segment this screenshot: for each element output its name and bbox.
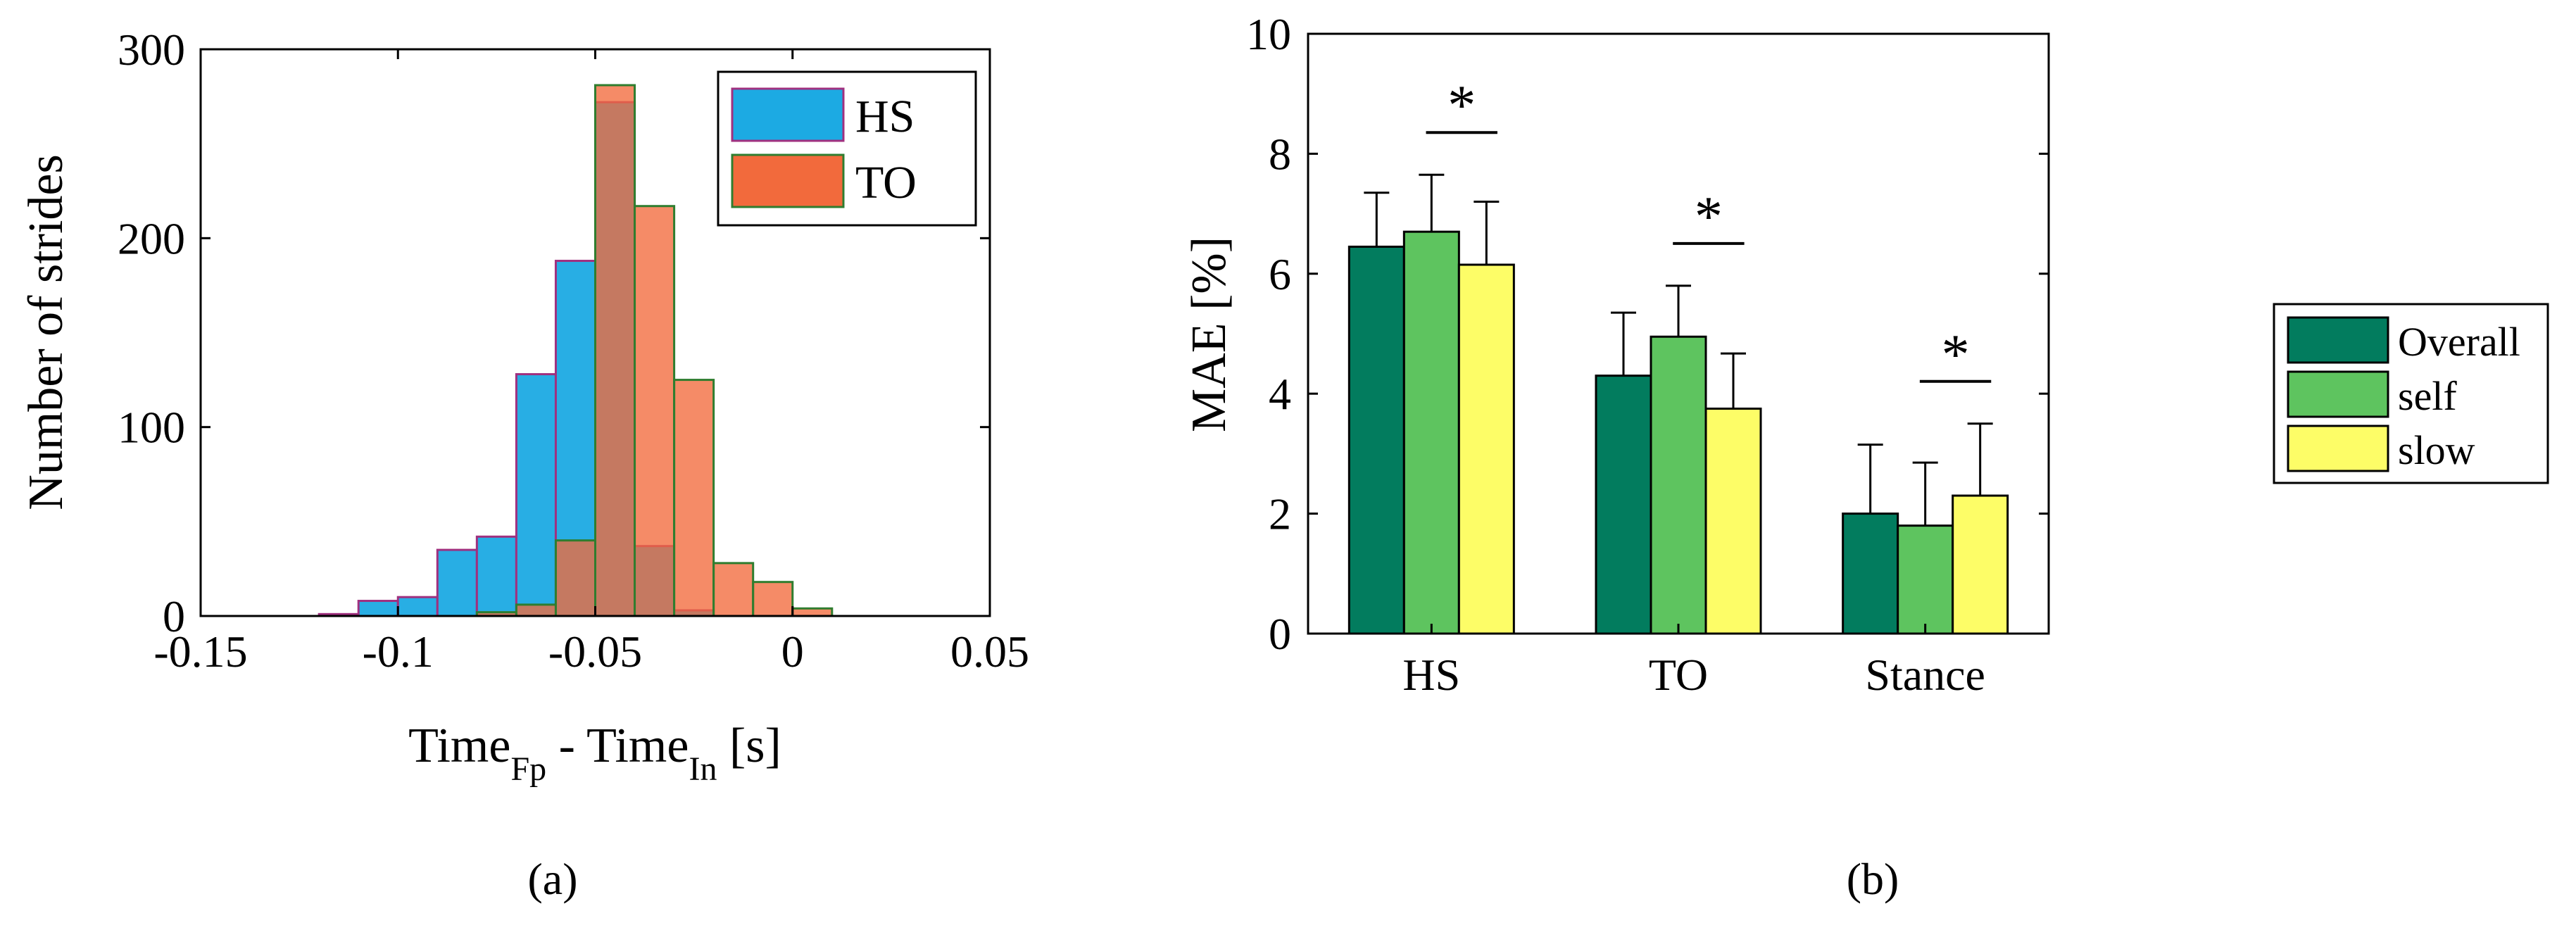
x-tick-label: -0.1: [363, 627, 434, 677]
legend-label-hs: HS: [855, 91, 915, 142]
x-label-sub-in: In: [689, 750, 717, 788]
to-bar-5: [515, 603, 557, 617]
y-tick-label: 0: [1269, 609, 1291, 659]
y-tick-label: 0: [163, 591, 185, 641]
x-tick-label-hs: HS: [1402, 650, 1460, 700]
legend-swatch-slow: [2287, 425, 2389, 472]
hs-bar-4: [475, 535, 517, 617]
y-tick-label: 4: [1269, 369, 1291, 419]
bar-to-overall: [1595, 375, 1652, 635]
panel-b-significance-markers: * * *: [1426, 75, 1992, 386]
panel-a-x-axis-label: TimeFp - TimeIn [s]: [408, 719, 781, 788]
hs-bar-1: [357, 600, 399, 617]
panel-a-legend: HS TO: [717, 70, 977, 227]
panel-a-caption: (a): [527, 854, 577, 904]
legend-label-self: self: [2398, 373, 2457, 419]
legend-label-slow: slow: [2398, 427, 2475, 473]
panel-a-y-ticks: 0 100 200 300: [118, 25, 990, 641]
significance-hs: *: [1426, 75, 1497, 137]
legend-swatch-self: [2287, 370, 2389, 418]
panel-b-legend: Overall self slow: [2273, 303, 2549, 484]
panel-b-caption: (b): [1847, 854, 1899, 904]
bar-hs-self: [1402, 230, 1460, 635]
x-tick-label-stance: Stance: [1865, 650, 1985, 700]
panel-a-x-ticks: -0.15 -0.1 -0.05 0 0.05: [153, 49, 1029, 677]
panel-b-bar-chart: * * * 0 2 4 6 8 10 HS TO Stance Overall self slow…: [1182, 9, 2549, 904]
bar-hs-slow: [1457, 263, 1515, 635]
legend-label-to: TO: [855, 157, 917, 208]
bar-hs-overall: [1347, 245, 1405, 635]
x-tick-label-to: TO: [1649, 650, 1708, 700]
panel-b-y-axis-label: MAE [%]: [1182, 237, 1236, 432]
significance-to: *: [1673, 186, 1745, 248]
y-tick-label: 300: [118, 25, 185, 75]
panel-b-y-ticks: 0 2 4 6 8 10: [1246, 9, 2049, 659]
x-tick-label: 0: [781, 627, 804, 677]
y-tick-label: 10: [1246, 9, 1291, 59]
x-tick-label: -0.05: [548, 627, 642, 677]
y-tick-label: 6: [1269, 249, 1291, 299]
bar-to-slow: [1704, 408, 1762, 635]
x-tick-label: 0.05: [950, 627, 1029, 677]
panel-a-histogram: -0.15 -0.1 -0.05 0 0.05 0 100 200 300 HS TO Num…: [19, 25, 1029, 904]
to-bar-9: [673, 379, 715, 617]
legend-swatch-overall: [2287, 316, 2389, 364]
to-bar-7: [594, 84, 636, 617]
panel-b-bars: [1347, 230, 2009, 635]
bar-to-self: [1650, 335, 1707, 635]
bar-stance-slow: [1952, 494, 2009, 635]
to-bar-11: [752, 581, 794, 617]
hs-bar-3: [436, 548, 478, 617]
significance-star: *: [1695, 186, 1723, 248]
y-tick-label: 8: [1269, 129, 1291, 179]
to-bar-10: [712, 562, 755, 617]
x-label-time: Time: [408, 719, 510, 773]
x-label-sub-fp: Fp: [510, 750, 546, 788]
x-label-separator: - Time: [546, 719, 689, 773]
x-tick-label: -0.15: [153, 627, 247, 677]
legend-label-overall: Overall: [2398, 319, 2520, 365]
bar-stance-self: [1897, 524, 1954, 635]
x-label-unit: [s]: [717, 719, 781, 773]
to-bar-12: [791, 607, 834, 617]
panel-a-y-axis-label: Number of strides: [19, 154, 73, 510]
y-tick-label: 200: [118, 213, 185, 263]
bar-stance-overall: [1842, 512, 1899, 635]
legend-swatch-hs: [731, 87, 845, 142]
significance-star: *: [1942, 324, 1970, 386]
significance-star: *: [1447, 75, 1476, 137]
to-bar-6: [554, 539, 597, 617]
y-tick-label: 100: [118, 403, 185, 453]
hs-bar-2: [396, 596, 439, 617]
to-series-bars: [475, 84, 834, 617]
significance-stance: *: [1919, 324, 1992, 386]
hs-bar-5: [515, 373, 557, 617]
y-tick-label: 2: [1269, 489, 1291, 539]
legend-swatch-to: [731, 153, 845, 208]
to-bar-8: [634, 205, 676, 617]
panel-b-x-ticks: HS TO Stance: [1402, 624, 1985, 700]
